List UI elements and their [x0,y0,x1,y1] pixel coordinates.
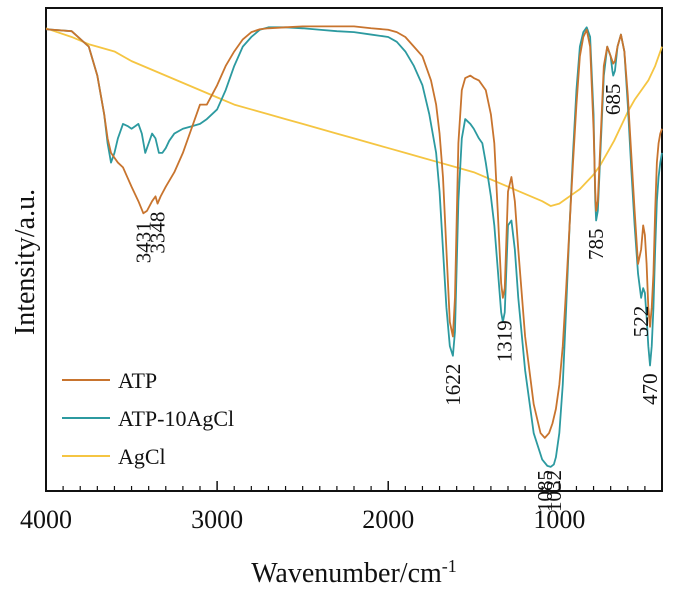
legend-label-agcl: AgCl [118,444,166,469]
peak-label-1032: 1032 [542,470,566,512]
x-tick-label-3000: 3000 [191,505,243,534]
legend-label-atp: ATP [118,368,157,393]
peak-label-1085: 1085 [533,470,557,512]
peak-label-522: 522 [629,306,653,338]
y-axis-label: Intensity/a.u. [10,189,41,335]
legend-label-atp-10agcl: ATP-10AgCl [118,406,234,431]
x-axis-label: Wavenumber/cm-1 [251,556,457,589]
peak-label-685: 685 [601,84,625,116]
series-line-atp [45,25,663,439]
x-axis-label-superscript: -1 [442,556,457,576]
series-line-atp-10agcl [45,26,663,468]
x-axis-ticks: 4000 3000 2000 1000 [20,481,646,534]
series-line-agcl [45,27,663,207]
x-tick-label-2000: 2000 [362,505,414,534]
peak-label-785: 785 [584,229,608,261]
peak-label-1319: 1319 [493,320,517,362]
peak-label-470: 470 [638,373,662,405]
x-tick-label-1000: 1000 [533,505,585,534]
legend: ATP ATP-10AgCl AgCl [62,368,234,469]
x-axis-label-text: Wavenumber/cm [251,558,442,589]
peak-label-3431: 3431 [131,221,155,263]
peak-label-1622: 1622 [441,364,465,406]
series-layer [45,25,663,468]
peak-label-3348: 3348 [146,212,170,254]
x-tick-label-4000: 4000 [20,505,72,534]
